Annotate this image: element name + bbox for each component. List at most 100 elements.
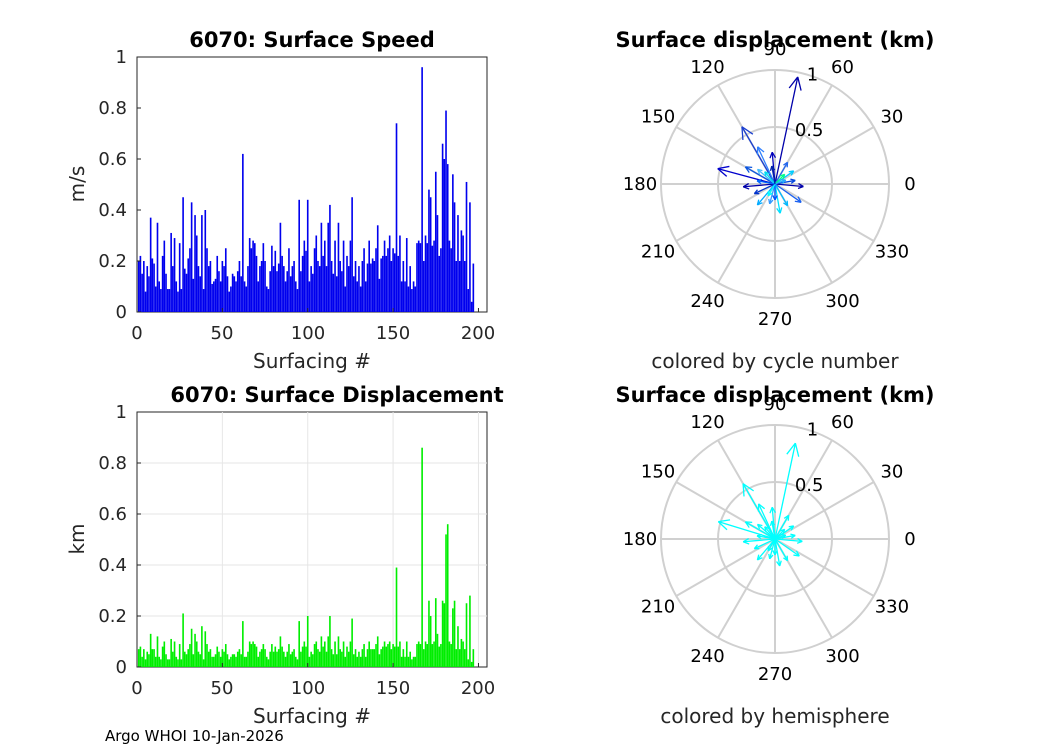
polar-cycle-vector	[774, 183, 804, 188]
polar-cycle-vector-head	[717, 165, 730, 170]
speed-bar	[351, 197, 353, 312]
displacement-bar	[148, 654, 150, 667]
displacement-ytick: 1	[116, 402, 127, 423]
speed-bar	[233, 276, 236, 312]
displacement-bar	[165, 654, 167, 667]
displacement-bar	[195, 641, 198, 667]
speed-bar	[192, 278, 195, 312]
polar-cycle-vector-head	[768, 198, 771, 204]
polar-hemisphere-angle-label: 300	[825, 646, 859, 667]
polar-hemisphere-vector-head	[764, 526, 770, 530]
polar-hemisphere-vector-head	[771, 506, 777, 514]
displacement-bar	[433, 641, 435, 667]
displacement-bar	[238, 649, 241, 667]
displacement-bar	[163, 641, 166, 667]
speed-bar	[393, 253, 396, 312]
polar-hemisphere-angle-label: 120	[690, 412, 724, 433]
polar-hemisphere-vector-head	[780, 533, 786, 536]
polar-hemisphere-angle-label: 0	[904, 529, 915, 550]
speed-bar	[353, 276, 355, 312]
displacement-bar	[187, 649, 190, 667]
speed-bar	[313, 248, 316, 312]
speed-bar	[376, 225, 379, 312]
displacement-bar	[248, 641, 251, 667]
displacement-bar	[153, 649, 155, 667]
speed-bar	[277, 263, 280, 312]
polar-hemisphere-angle-label: 30	[880, 462, 903, 483]
displacement-bar	[243, 656, 246, 667]
polar-hemisphere-vector-head	[790, 534, 796, 539]
speed-bar	[364, 281, 367, 312]
polar-cycle-vector	[771, 165, 776, 185]
speed-bar	[289, 276, 292, 312]
displacement-bar	[242, 621, 244, 667]
speed-bar	[154, 286, 157, 312]
speed-bar	[378, 278, 381, 312]
speed-ytick: 0.4	[98, 200, 127, 221]
polar-hemisphere-vector-head	[781, 534, 787, 540]
displacement-bar	[160, 659, 162, 667]
polar-cycle-caption: colored by cycle number	[651, 349, 899, 373]
displacement-bar	[452, 608, 454, 667]
speed-bar	[419, 243, 422, 312]
displacement-bar	[197, 651, 200, 667]
polar-hemisphere-vector-head	[756, 533, 763, 537]
polar-cycle-vector-head	[797, 196, 802, 203]
speed-bar	[457, 215, 459, 312]
speed-bar	[347, 266, 350, 312]
speed-chart: 6070: Surface Speed 0 0.2 0.4 0.6 0.8 1 …	[65, 28, 495, 373]
polar-hemisphere-vector-head	[744, 521, 750, 528]
speed-bar	[463, 261, 466, 312]
displacement-bar	[146, 651, 149, 667]
polar-hemisphere-vector-head	[779, 560, 782, 567]
speed-bar	[262, 243, 265, 312]
polar-hemisphere-vector	[757, 523, 776, 540]
displacement-bar	[470, 661, 473, 667]
speed-bar	[291, 266, 294, 312]
displacement-bar	[411, 659, 413, 667]
displacement-bar	[455, 649, 458, 667]
polar-cycle-radial-label: 0.5	[795, 120, 824, 141]
polar-hemisphere-spoke	[774, 538, 875, 597]
displacement-ylabel: km	[65, 523, 89, 554]
displacement-bar	[151, 649, 154, 667]
displacement-bar	[211, 656, 213, 667]
polar-hemisphere-vector-head	[786, 442, 796, 455]
displacement-bar	[428, 600, 430, 667]
displacement-ytick: 0.6	[98, 504, 127, 525]
displacement-bar	[351, 618, 353, 667]
displacement-bar	[356, 656, 359, 667]
polar-cycle-vector-head	[764, 171, 767, 177]
displacement-bar	[460, 638, 463, 667]
displacement-bar	[441, 600, 444, 667]
displacement-bar	[170, 638, 172, 667]
speed-bar	[226, 276, 229, 312]
speed-bar	[388, 235, 391, 312]
speed-bar	[361, 261, 364, 312]
speed-bar	[265, 286, 268, 312]
polar-hemisphere-vector-head	[788, 525, 794, 528]
displacement-bar	[347, 651, 350, 667]
speed-bar	[182, 197, 184, 312]
displacement-bar	[286, 651, 289, 667]
displacement-bar	[349, 641, 352, 667]
polar-hemisphere-vector-head	[757, 557, 763, 561]
speed-bar	[334, 240, 336, 312]
speed-bar	[187, 258, 190, 312]
displacement-bar	[337, 636, 340, 667]
speed-bar	[458, 261, 461, 312]
polar-hemisphere-vector-head	[797, 538, 803, 542]
polar-cycle-vector-head	[717, 168, 728, 177]
speed-bar	[271, 245, 273, 312]
displacement-bar	[264, 649, 266, 667]
speed-bar	[177, 291, 179, 312]
polar-cycle-angle-label: 90	[764, 39, 787, 60]
polar-cycle-vector-head	[771, 151, 777, 159]
displacement-bar	[154, 656, 157, 667]
speed-bar	[318, 266, 321, 312]
speed-bar	[163, 240, 166, 312]
displacement-bar	[440, 644, 442, 667]
displacement-bar	[245, 656, 248, 667]
polar-hemisphere-vector-head	[779, 528, 785, 532]
polar-hemisphere-vector	[774, 528, 786, 540]
